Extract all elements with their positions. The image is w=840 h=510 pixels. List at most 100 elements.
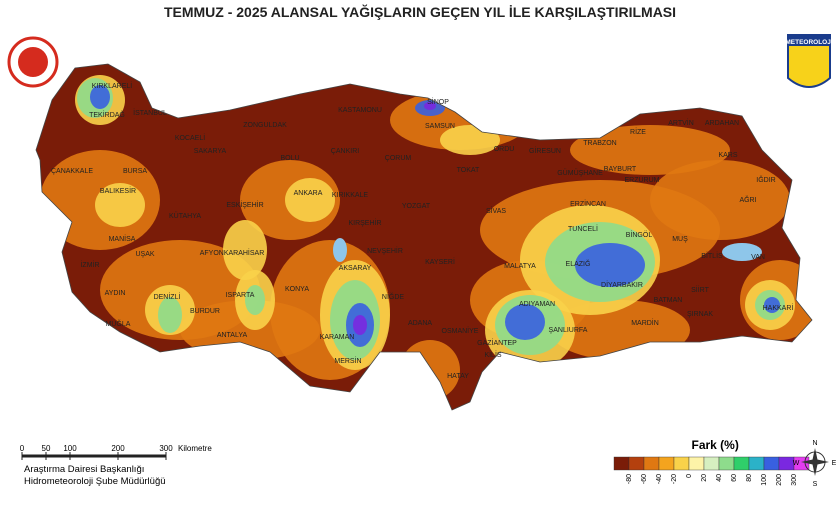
city-label: BİTLİS bbox=[701, 251, 723, 260]
legend-tick: 80 bbox=[746, 474, 753, 482]
lake bbox=[722, 243, 762, 261]
city-label: SİVAS bbox=[486, 206, 506, 215]
city-label: SİNOP bbox=[427, 97, 449, 106]
city-label: ÇANKIRI bbox=[331, 148, 359, 155]
city-label: ISPARTA bbox=[226, 292, 255, 299]
city-label: NİĞDE bbox=[382, 292, 405, 301]
legend-tick: -60 bbox=[641, 474, 648, 484]
rainfall-zone bbox=[424, 102, 436, 110]
city-label: ELAZIĞ bbox=[566, 259, 591, 268]
city-label: ANKARA bbox=[294, 190, 323, 197]
legend-swatch bbox=[643, 456, 660, 471]
legend-swatch bbox=[733, 456, 750, 471]
city-label: IĞDIR bbox=[756, 175, 775, 184]
legend-tick: 200 bbox=[776, 474, 783, 486]
city-label: KOCAELİ bbox=[175, 133, 205, 142]
rainfall-zone bbox=[245, 285, 265, 315]
city-label: ARTVİN bbox=[668, 118, 694, 127]
compass-star bbox=[801, 448, 829, 476]
city-label: ERZURUM bbox=[625, 177, 660, 184]
city-label: BURDUR bbox=[190, 308, 220, 315]
city-label: BİNGÖL bbox=[626, 230, 653, 239]
compass-letter: S bbox=[813, 481, 818, 488]
city-label: KIRŞEHİR bbox=[348, 218, 381, 227]
city-label: AKSARAY bbox=[339, 265, 372, 272]
city-label: VAN bbox=[751, 254, 765, 261]
rainfall-zone bbox=[570, 125, 730, 175]
city-label: GİRESUN bbox=[529, 146, 561, 155]
city-label: MUĞLA bbox=[106, 319, 131, 328]
legend-tick: 60 bbox=[731, 474, 738, 482]
city-label: KIRIKKALE bbox=[332, 192, 369, 199]
scale-label: 0 bbox=[20, 444, 25, 453]
city-label: DENİZLİ bbox=[154, 292, 181, 301]
legend-tick: 300 bbox=[791, 474, 798, 486]
compass-letter: E bbox=[832, 460, 837, 467]
legend-swatch bbox=[613, 456, 630, 471]
city-label: ADIYAMAN bbox=[519, 301, 555, 308]
logo-text: METEOROLOJİ bbox=[785, 38, 833, 46]
rainfall-zone bbox=[575, 243, 645, 287]
scale-label: 100 bbox=[63, 444, 77, 453]
city-label: TRABZON bbox=[583, 140, 616, 147]
credit: Hidrometeoroloji Şube Müdürlüğü bbox=[24, 476, 166, 487]
legend-tick: 100 bbox=[761, 474, 768, 486]
city-label: ZONGULDAK bbox=[243, 122, 287, 129]
scale-label: 200 bbox=[111, 444, 125, 453]
city-label: OSMANİYE bbox=[442, 326, 479, 335]
legend-swatch bbox=[703, 456, 720, 471]
city-label: ESKİŞEHİR bbox=[226, 200, 263, 209]
rainfall-zone bbox=[400, 340, 460, 400]
city-label: RİZE bbox=[630, 127, 646, 136]
legend-tick: -80 bbox=[626, 474, 633, 484]
city-label: KAYSERİ bbox=[425, 257, 455, 266]
scale-label: 300 bbox=[159, 444, 173, 453]
city-label: YOZGAT bbox=[402, 203, 431, 210]
city-label: KİLİS bbox=[484, 350, 501, 359]
city-label: KIRKLARELİ bbox=[92, 81, 133, 90]
right-logo: METEOROLOJİ bbox=[785, 34, 833, 88]
lake bbox=[333, 238, 347, 262]
city-label: SAKARYA bbox=[194, 148, 227, 155]
legend-swatch bbox=[673, 456, 690, 471]
city-label: AFYONKARAHİSAR bbox=[200, 248, 265, 257]
city-label: ANTALYA bbox=[217, 332, 248, 339]
legend-swatch bbox=[688, 456, 705, 471]
city-label: ÇANAKKALE bbox=[51, 168, 93, 175]
scale-label: 50 bbox=[42, 444, 51, 453]
rainfall-zone bbox=[505, 304, 545, 340]
city-label: ERZİNCAN bbox=[570, 199, 606, 208]
rainfall-zone bbox=[764, 297, 780, 313]
rainfall-zone bbox=[90, 85, 110, 109]
city-label: KONYA bbox=[285, 286, 309, 293]
city-label: DİYARBAKIR bbox=[601, 280, 643, 289]
city-label: HATAY bbox=[447, 373, 469, 380]
scale-unit: Kilometre bbox=[178, 444, 212, 453]
rainfall-zone bbox=[650, 160, 790, 240]
city-label: AYDIN bbox=[105, 290, 126, 297]
legend-tick: 0 bbox=[686, 474, 693, 478]
legend-tick: 20 bbox=[701, 474, 708, 482]
city-label: SAMSUN bbox=[425, 123, 455, 130]
legend-swatch bbox=[763, 456, 780, 471]
city-label: İSTANBUL bbox=[133, 108, 167, 117]
city-label: NEVŞEHİR bbox=[367, 246, 403, 255]
legend-tick: 40 bbox=[716, 474, 723, 482]
city-label: BALIKESİR bbox=[100, 186, 136, 195]
city-label: MUŞ bbox=[672, 236, 688, 243]
city-label: MERSİN bbox=[334, 356, 361, 365]
city-label: UŞAK bbox=[135, 251, 154, 258]
city-label: MALATYA bbox=[504, 263, 536, 270]
legend-tick: -20 bbox=[671, 474, 678, 484]
city-label: GÜMÜŞHANE bbox=[557, 169, 603, 177]
city-label: BURSA bbox=[123, 168, 147, 175]
city-label: MARDİN bbox=[631, 318, 659, 327]
rainfall-zone bbox=[285, 178, 335, 222]
city-label: GAZİANTEP bbox=[477, 338, 517, 347]
rainfall-zone bbox=[353, 315, 367, 335]
city-label: KARS bbox=[718, 152, 737, 159]
title: TEMMUZ - 2025 ALANSAL YAĞIŞLARIN GEÇEN Y… bbox=[164, 3, 676, 20]
left-logo bbox=[7, 36, 59, 88]
city-label: ŞIRNAK bbox=[687, 311, 713, 318]
compass-letter: W bbox=[793, 460, 800, 467]
